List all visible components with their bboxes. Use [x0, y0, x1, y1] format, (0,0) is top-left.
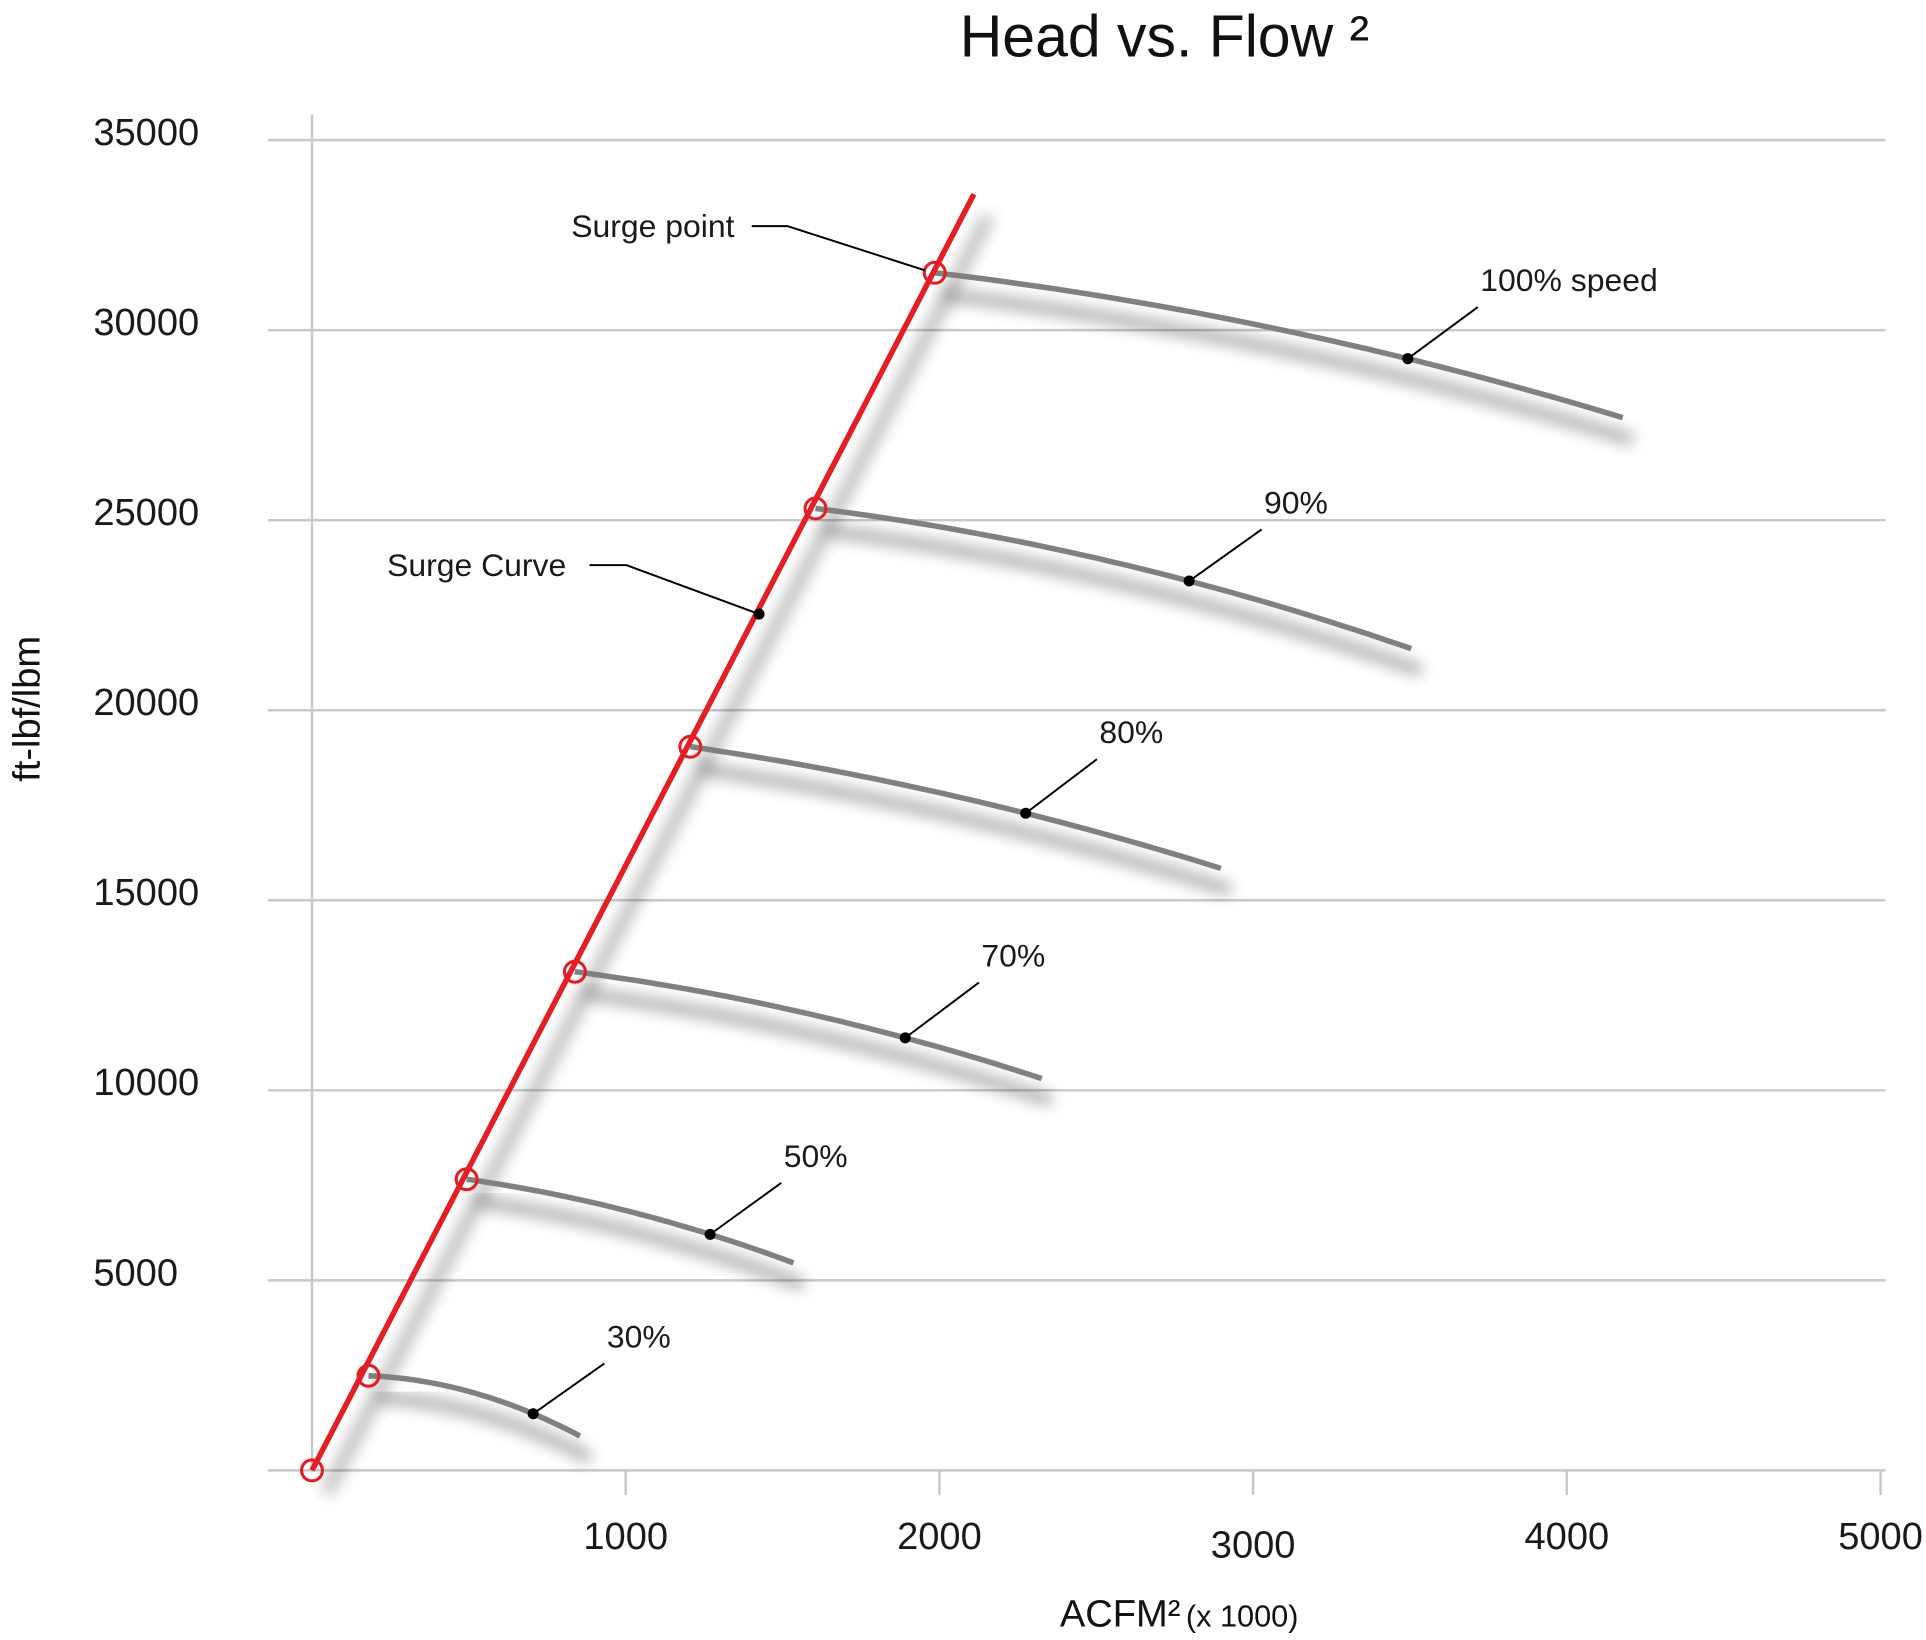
surge-curve-label: Surge Curve	[387, 547, 566, 583]
x-axis-label-suffix: (x 1000)	[1186, 1598, 1299, 1633]
gridlines	[267, 138, 1886, 1472]
y-tick-label: 20000	[93, 682, 199, 724]
curve-marker	[899, 1032, 911, 1044]
x-tick-label: 2000	[897, 1516, 982, 1558]
speed-curves	[368, 270, 1624, 1439]
y-tick-label: 35000	[93, 112, 199, 154]
speed-curve-80-	[689, 743, 1222, 872]
curve-marker	[1183, 575, 1195, 587]
y-tick-label: 30000	[93, 302, 199, 344]
x-tick-label: 3000	[1211, 1525, 1296, 1567]
leader-line	[1025, 758, 1098, 815]
y-tick-label: 25000	[93, 492, 199, 534]
x-tick-label: 4000	[1524, 1516, 1609, 1558]
speed-curve-30-	[368, 1373, 582, 1439]
speed-curve-100-speed	[934, 270, 1624, 421]
y-axis-label: ft-lbf/lbm	[6, 636, 48, 782]
leader-line	[1407, 306, 1479, 360]
speed-curve-50-	[466, 1176, 795, 1266]
speed-label: 80%	[1099, 714, 1163, 750]
surge-point-marker	[300, 1458, 324, 1483]
x-axis-label: ACFM² (x 1000)	[1060, 1593, 1299, 1635]
surge-point-label: Surge point	[571, 208, 734, 244]
leader-line	[1188, 528, 1263, 582]
curve-shadows	[321, 213, 1635, 1496]
x-axis-label-main: ACFM²	[1060, 1593, 1181, 1635]
leader-line	[904, 981, 980, 1039]
surge-point-marker	[678, 734, 703, 759]
speed-curve-90-	[815, 505, 1413, 652]
speed-label: 100% speed	[1480, 262, 1658, 298]
speed-label: 30%	[607, 1318, 671, 1354]
surge-line	[309, 192, 977, 1472]
y-tick-label: 15000	[93, 872, 199, 914]
surge-curve-group	[300, 192, 977, 1483]
curve-marker	[704, 1228, 716, 1240]
curve-shadow	[583, 988, 1054, 1106]
annotations: 30% 50% 70% 80% 90% 100% speed Surge Curve Surg…	[387, 208, 1658, 1420]
speed-label: 50%	[784, 1138, 848, 1174]
surge-point-marker	[803, 496, 828, 521]
y-tick-label: 5000	[93, 1252, 178, 1294]
leader-line	[709, 1181, 782, 1236]
x-tick-label: 1000	[583, 1516, 668, 1558]
curve-shadow	[824, 525, 1423, 676]
speed-label: 90%	[1264, 484, 1328, 520]
y-tick-label: 10000	[93, 1062, 199, 1104]
chart-title: Head vs. Flow ²	[960, 5, 1369, 70]
curve-shadow	[943, 289, 1635, 446]
surge-shadow	[321, 213, 994, 1496]
curve-shadow	[699, 763, 1233, 896]
surge-curve-marker	[753, 608, 765, 620]
surge-point-marker	[562, 959, 587, 984]
curve-marker	[1402, 353, 1414, 365]
x-tick-label: 5000	[1838, 1516, 1923, 1558]
speed-curve-70-	[574, 968, 1043, 1082]
surge-point-leader	[751, 225, 926, 272]
surge-point-marker	[922, 260, 947, 285]
curve-marker	[527, 1408, 539, 1420]
surge-curve-leader	[589, 564, 760, 616]
speed-label: 70%	[981, 938, 1045, 974]
axes: 5000 10000 15000 20000 25000 30000 35000 1000 20…	[93, 112, 1923, 1567]
surge-point-marker	[454, 1167, 479, 1192]
surge-point-marker	[356, 1363, 381, 1388]
curve-shadow	[378, 1392, 593, 1463]
curve-marker	[1020, 807, 1032, 819]
curve-shadow	[475, 1195, 806, 1291]
leader-line	[532, 1362, 605, 1415]
